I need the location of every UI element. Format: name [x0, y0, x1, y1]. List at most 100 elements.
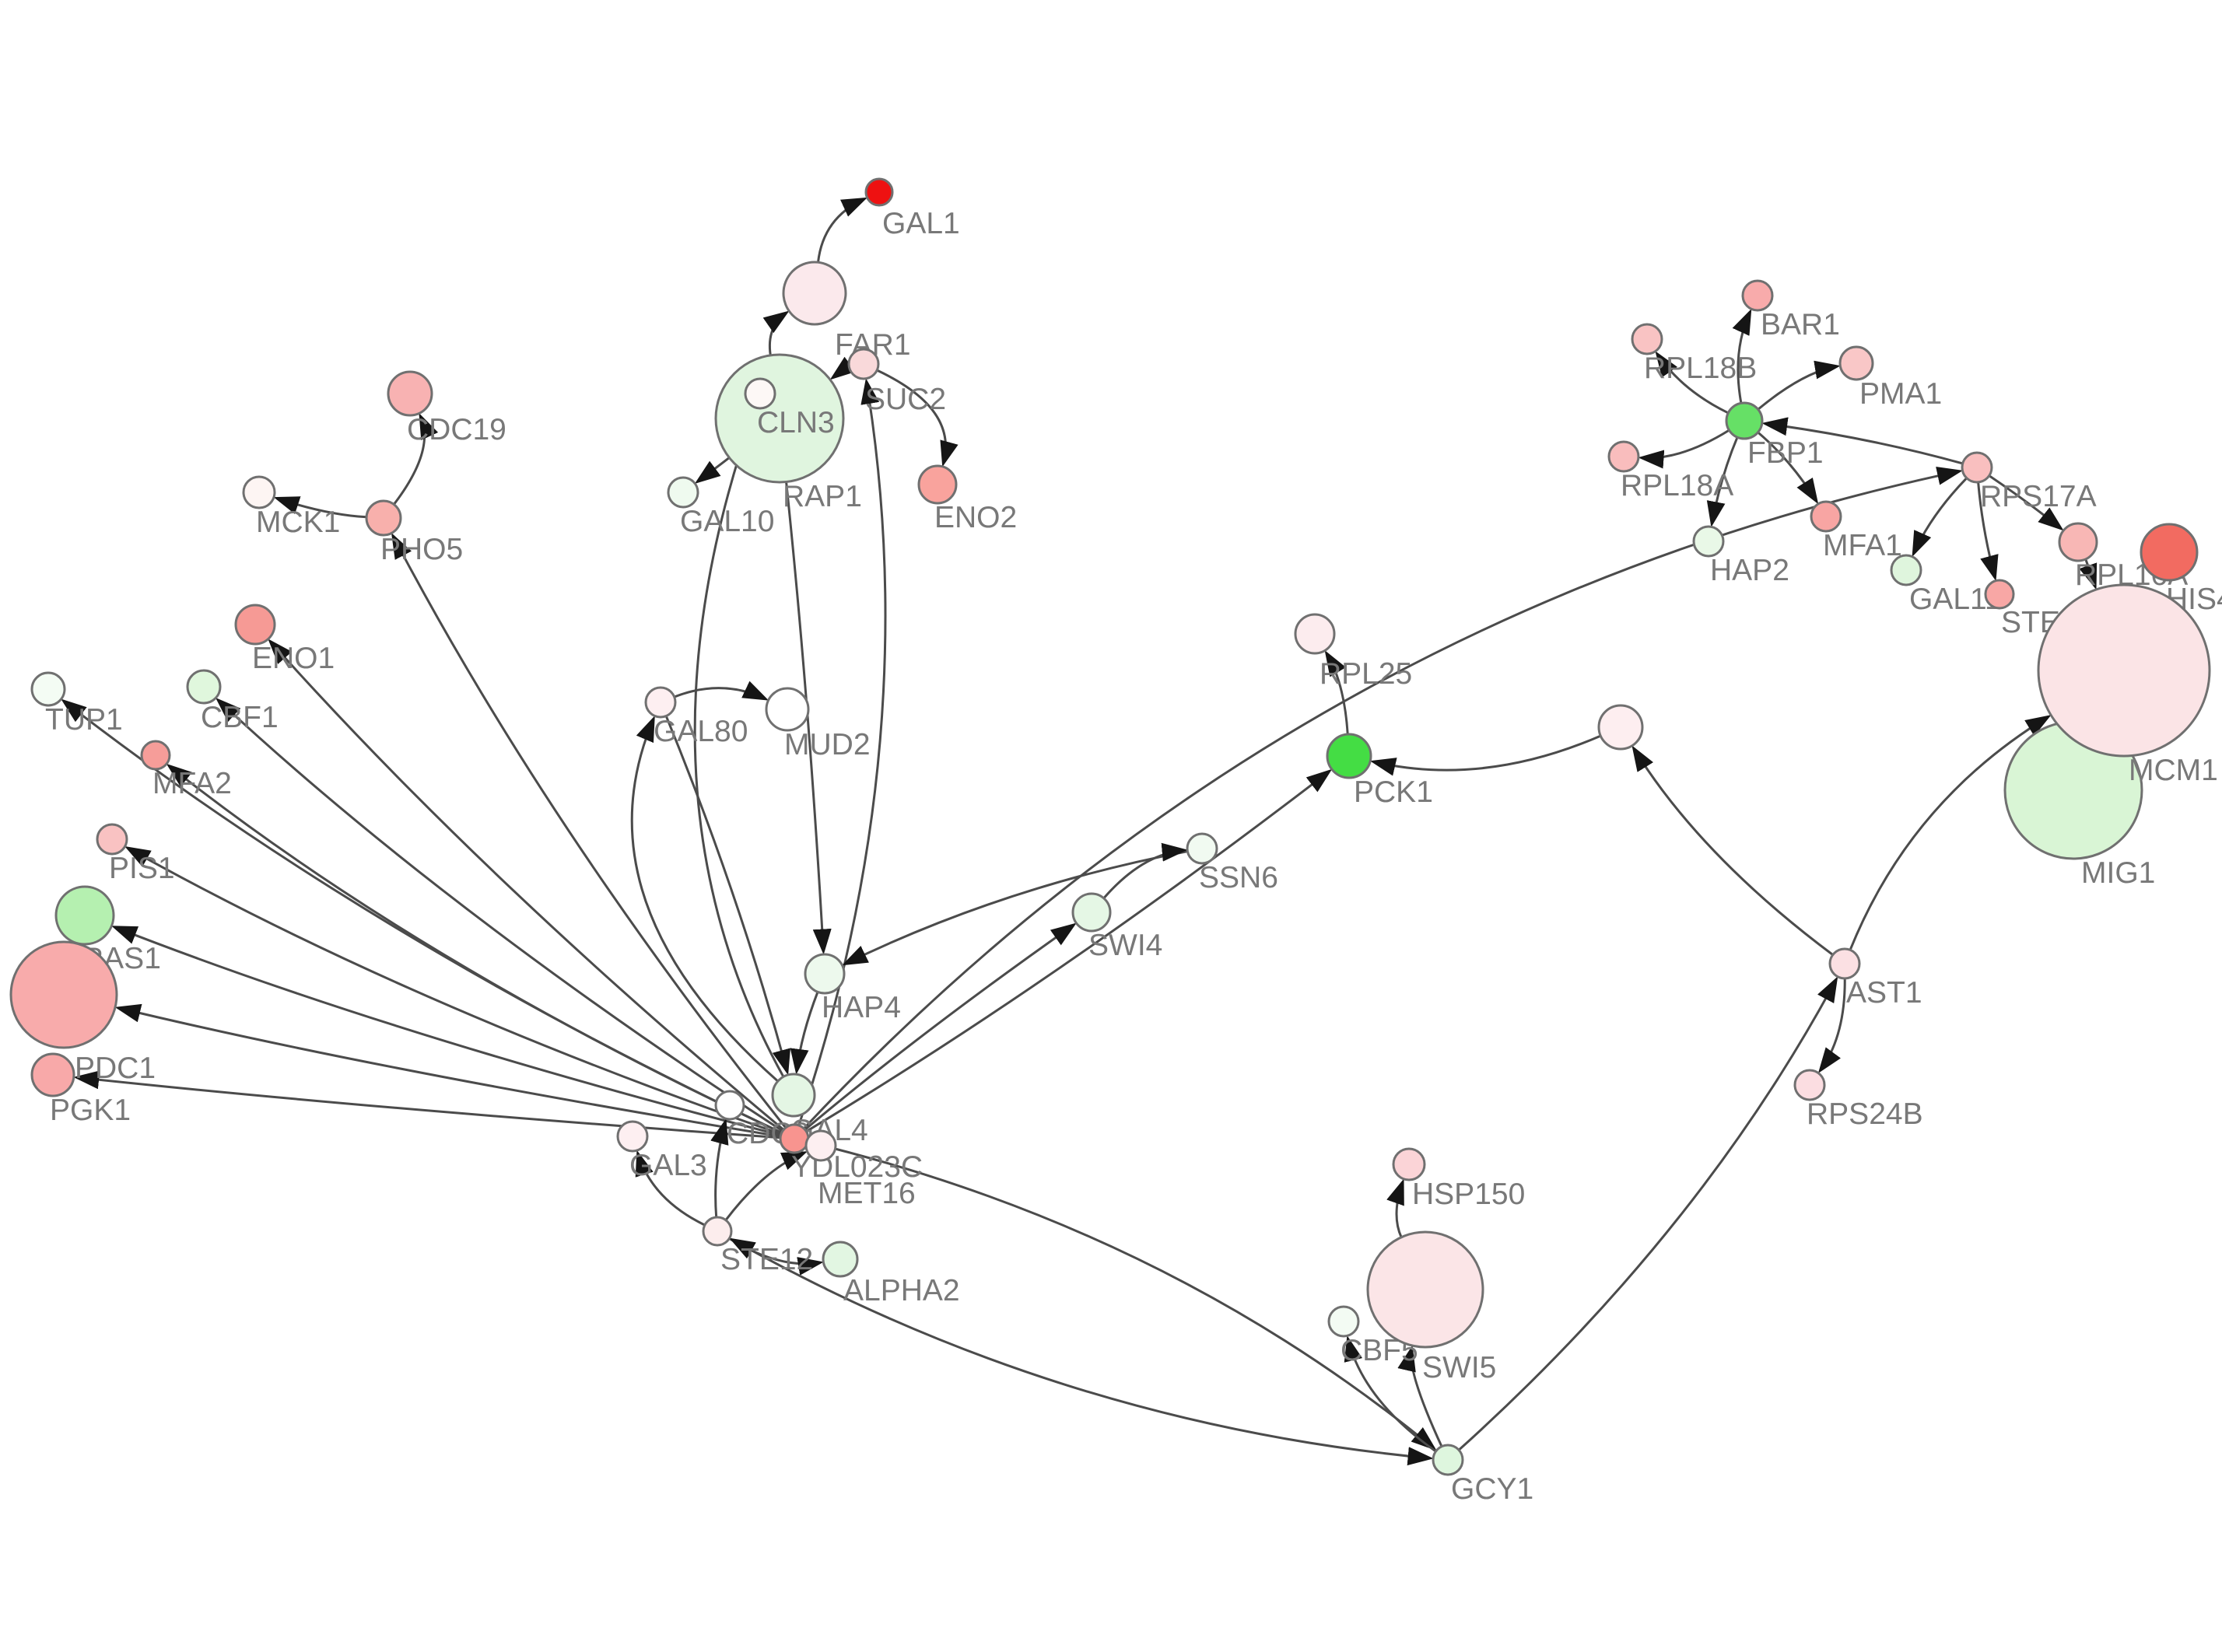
node-AST1[interactable]: [1828, 947, 1861, 980]
edge-YDL023C-PIS1[interactable]: [124, 846, 782, 1136]
edge-RPS17A-RPL16A[interactable]: [1988, 474, 2064, 531]
node-HIS4[interactable]: [2140, 523, 2199, 582]
node-MFA2[interactable]: [140, 740, 171, 771]
node-GAL3[interactable]: [616, 1120, 649, 1153]
edge-YDL023C-PDC1[interactable]: [114, 1003, 781, 1138]
edge-YDL023C-ENO1[interactable]: [268, 639, 785, 1131]
node-RAS1[interactable]: [54, 885, 115, 946]
edge-FBP1-RPL18B[interactable]: [1655, 351, 1729, 415]
edge-HAP4-GAL4[interactable]: [790, 991, 819, 1075]
edge-RPS17A-FBP1[interactable]: [1761, 417, 1964, 465]
node-SUC2[interactable]: [847, 348, 880, 380]
edge-YDL023C-CBF1[interactable]: [215, 697, 783, 1132]
node-GAL1[interactable]: [864, 177, 894, 207]
node-unlabeled[interactable]: [1597, 704, 1644, 751]
edge-SWI5-HSP150[interactable]: [1386, 1178, 1404, 1238]
node-GAL10[interactable]: [667, 476, 699, 509]
edge-GCY1-AST1[interactable]: [1458, 976, 1838, 1451]
edge-YDL023C-PHO5[interactable]: [391, 533, 787, 1129]
node-PGK1[interactable]: [30, 1052, 75, 1097]
node-GCY1[interactable]: [1432, 1444, 1464, 1476]
edge-PCK1-RPL25[interactable]: [1324, 649, 1349, 735]
edge-STE12-CDC6[interactable]: [710, 1118, 729, 1218]
edge-AST1-MCM1[interactable]: [1849, 715, 2052, 950]
node-MCM1[interactable]: [2037, 583, 2211, 758]
node-PHO5[interactable]: [365, 499, 402, 537]
edge-AST1-unlabeled[interactable]: [1631, 745, 1834, 956]
edge-RAP1-FAR1[interactable]: [762, 310, 790, 356]
node-TUP1[interactable]: [30, 671, 66, 707]
edge-YDL023C-SUC2[interactable]: [797, 378, 887, 1126]
edge-RPS17A-GAL11[interactable]: [1912, 477, 1968, 558]
node-BAR1[interactable]: [1741, 279, 1774, 312]
node-HSP150[interactable]: [1392, 1147, 1426, 1181]
node-HAP4[interactable]: [804, 953, 846, 995]
node-FBP1[interactable]: [1725, 401, 1764, 440]
node-MFA1[interactable]: [1810, 500, 1842, 533]
node-GAL4[interactable]: [771, 1073, 816, 1118]
edge-unlabeled-PCK1[interactable]: [1369, 734, 1601, 776]
node-GAL11[interactable]: [1890, 554, 1922, 586]
edge-RPS17A-STE2[interactable]: [1977, 481, 1999, 582]
edge-YDL023C-MFA2[interactable]: [166, 763, 783, 1134]
node-ENO1[interactable]: [234, 604, 276, 646]
edge-GAL80-MUD2[interactable]: [674, 681, 769, 701]
edge-GCY1-CBF5[interactable]: [1344, 1335, 1437, 1453]
edge-YDL023C-RPS17A[interactable]: [803, 466, 1963, 1129]
node-ENO2[interactable]: [917, 464, 958, 505]
node-RPL25[interactable]: [1294, 613, 1336, 655]
node-PMA1[interactable]: [1838, 345, 1874, 381]
node-SSN6[interactable]: [1186, 832, 1218, 865]
node-RPL16A[interactable]: [2058, 522, 2098, 562]
edge-GCY1-SWI5[interactable]: [1397, 1345, 1443, 1447]
edge-FBP1-RPL18A[interactable]: [1638, 429, 1730, 469]
node-RPS17A[interactable]: [1961, 451, 1993, 484]
node-YDL023C[interactable]: [779, 1123, 810, 1154]
node-CBF5[interactable]: [1327, 1305, 1360, 1338]
edge-RAP1-GAL10[interactable]: [694, 457, 731, 484]
node-RPL18A[interactable]: [1607, 440, 1640, 473]
node-GAL80[interactable]: [644, 686, 677, 719]
node-MCK1[interactable]: [242, 475, 276, 509]
node-CLN3[interactable]: [744, 377, 776, 410]
node-CDC19[interactable]: [387, 370, 433, 417]
node-STE12[interactable]: [702, 1216, 733, 1247]
node-FAR1[interactable]: [782, 261, 847, 326]
edge-YDL023C-SWI4[interactable]: [804, 922, 1077, 1131]
edge-FBP1-MFA1[interactable]: [1757, 431, 1819, 505]
edge-GAL4-CLN3[interactable]: [693, 407, 785, 1078]
edge-SUC2-RAP1[interactable]: [829, 356, 857, 380]
node-SWI4[interactable]: [1071, 892, 1112, 933]
edge-STE12-GCY1[interactable]: [729, 1237, 1434, 1466]
edge-STE12-GAL3[interactable]: [635, 1150, 706, 1227]
node-RPS24B[interactable]: [1793, 1069, 1826, 1101]
edge-FBP1-PMA1[interactable]: [1757, 360, 1841, 411]
edge-STE12-MET16[interactable]: [724, 1151, 808, 1221]
node-SWI5[interactable]: [1366, 1230, 1484, 1349]
edge-SWI4-SSN6[interactable]: [1102, 842, 1188, 899]
node-PDC1[interactable]: [9, 940, 118, 1049]
edge-AST1-RPS24B[interactable]: [1817, 978, 1846, 1074]
node-HAP2[interactable]: [1692, 525, 1725, 558]
edge-GAL80-GAL4[interactable]: [664, 716, 790, 1076]
edge-PHO5-MCK1[interactable]: [273, 496, 367, 519]
node-RPL18B[interactable]: [1631, 323, 1663, 355]
node-MUD2[interactable]: [765, 687, 810, 732]
edge-YDL023C-TUP1[interactable]: [61, 698, 783, 1134]
node-PIS1[interactable]: [96, 823, 128, 856]
node-CBF1[interactable]: [186, 669, 222, 705]
edge-YDL023C-PGK1[interactable]: [73, 1070, 781, 1139]
edge-PHO5-CDC19[interactable]: [393, 412, 439, 506]
edge-YDL023C-PCK1[interactable]: [805, 768, 1333, 1133]
edge-SUC2-ENO2[interactable]: [876, 369, 959, 467]
edge-YDL023C-RAS1[interactable]: [110, 926, 781, 1136]
node-ALPHA2[interactable]: [822, 1241, 859, 1278]
node-STE2[interactable]: [1984, 579, 2015, 610]
edge-FBP1-BAR1[interactable]: [1732, 308, 1752, 404]
edge-FAR1-GAL1[interactable]: [817, 197, 868, 263]
edge-SSN6-HAP4[interactable]: [842, 850, 1188, 966]
node-PCK1[interactable]: [1326, 733, 1372, 779]
node-MET16[interactable]: [804, 1129, 837, 1162]
edge-FBP1-HAP2[interactable]: [1706, 436, 1739, 527]
